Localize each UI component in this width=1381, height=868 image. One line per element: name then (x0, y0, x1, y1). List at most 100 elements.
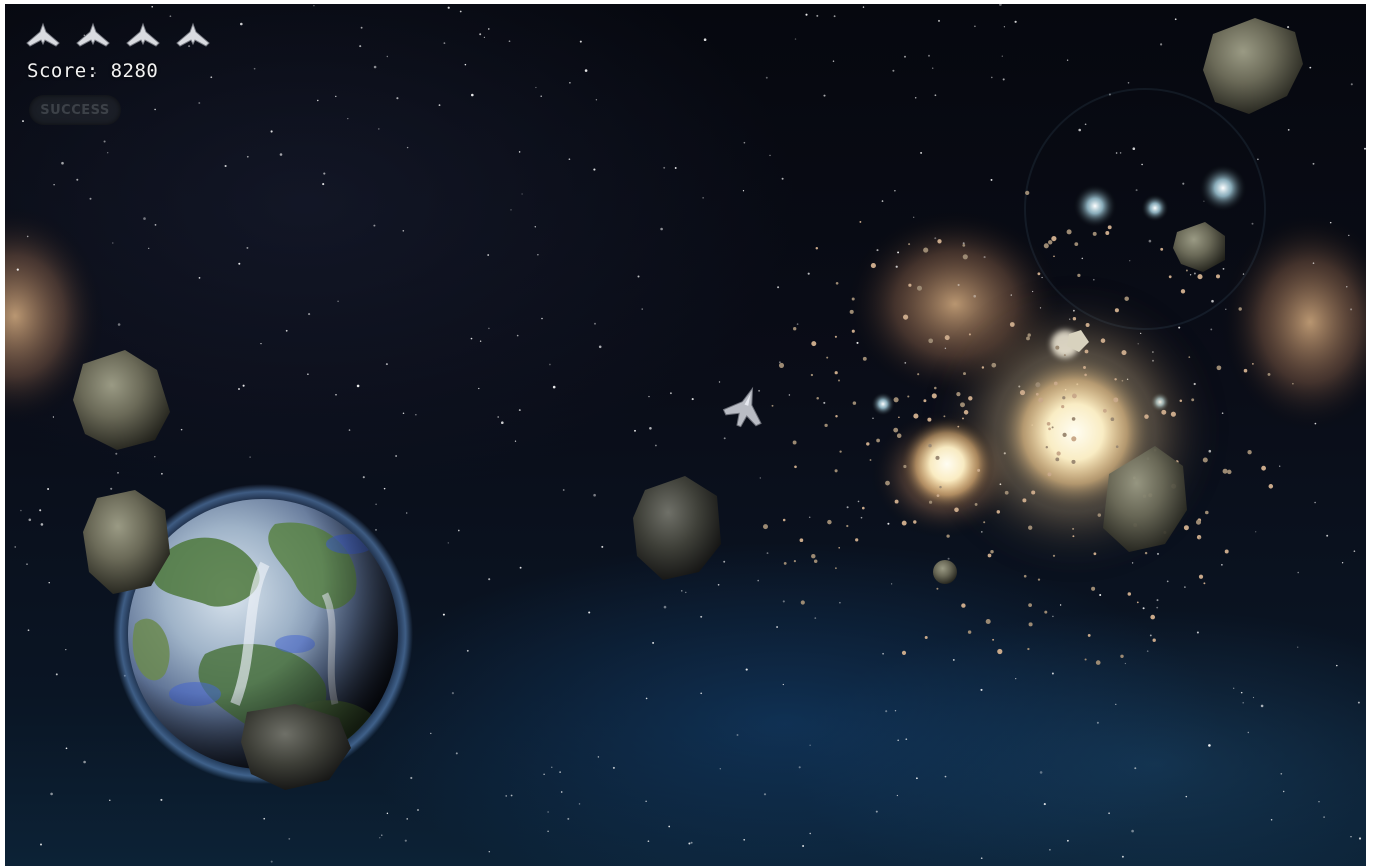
star (703, 38, 707, 41)
debris-particle (1136, 601, 1139, 604)
asteroid (1103, 446, 1187, 552)
star (934, 237, 937, 240)
star (83, 34, 85, 36)
star (39, 509, 42, 512)
star (198, 277, 201, 279)
debris-particle (893, 427, 899, 433)
star (52, 416, 55, 418)
star (876, 249, 879, 252)
star (612, 766, 615, 769)
debris-particle (991, 362, 997, 368)
star (1287, 128, 1290, 131)
debris-particle (763, 524, 768, 530)
star (55, 673, 58, 676)
star (61, 161, 64, 165)
star (160, 798, 163, 801)
debris-particle (1019, 390, 1026, 396)
star (375, 529, 377, 531)
star (816, 14, 819, 17)
star (1309, 66, 1312, 69)
star (516, 334, 519, 337)
star (1002, 78, 1005, 81)
star (999, 4, 1002, 6)
star (547, 811, 549, 813)
debris-particle (1072, 317, 1077, 321)
star (442, 613, 445, 616)
star (1323, 816, 1325, 818)
debris-particle (903, 314, 909, 320)
asteroid (933, 560, 957, 584)
star (814, 617, 817, 619)
debris-particle (939, 485, 942, 489)
star (464, 63, 467, 66)
asteroid (1067, 330, 1089, 352)
debris-particle (927, 417, 932, 422)
star (1350, 836, 1352, 838)
star (459, 10, 462, 13)
debris-particle (997, 648, 1003, 655)
star (648, 395, 650, 398)
debris-particle (1097, 513, 1102, 517)
star (947, 557, 950, 560)
star (249, 456, 251, 458)
star (14, 546, 16, 548)
debris-particle (885, 480, 890, 486)
star (360, 26, 363, 29)
ship-life-icon (26, 22, 60, 47)
star (1247, 731, 1250, 734)
star (488, 850, 491, 853)
debris-particle (869, 459, 872, 461)
asteroid (1173, 222, 1225, 272)
debris-particle (1292, 382, 1294, 385)
debris-particle (1114, 308, 1119, 313)
star (402, 412, 405, 415)
star (1242, 273, 1245, 275)
star (438, 104, 441, 106)
debris-particle (1100, 338, 1106, 343)
star (1312, 262, 1315, 264)
hud: Score: 8280 SUCCESS (5, 4, 1366, 866)
debris-particle (1044, 610, 1048, 614)
star (514, 440, 517, 442)
star (647, 840, 650, 843)
star (1141, 163, 1143, 166)
star (1279, 465, 1281, 467)
star (457, 529, 460, 532)
debris-particle (835, 567, 837, 570)
debris-particle (1062, 432, 1067, 438)
star (1178, 326, 1181, 329)
debris-particle (961, 603, 966, 608)
star (470, 337, 473, 340)
debris-particle (839, 450, 842, 453)
debris-particle (1063, 354, 1066, 357)
star (94, 72, 96, 74)
star (1146, 650, 1149, 652)
star (404, 839, 407, 842)
debris-particle (931, 393, 937, 399)
star (885, 710, 888, 713)
star (1115, 703, 1117, 706)
debris-particle (1023, 574, 1027, 578)
star (798, 766, 801, 769)
star (288, 837, 291, 840)
debris-particle (846, 524, 849, 528)
star (1051, 672, 1054, 675)
debris-particle (1092, 231, 1097, 236)
starfield (14, 4, 1366, 863)
game-viewport[interactable]: Score: 8280 SUCCESS (5, 4, 1366, 866)
star (1185, 795, 1188, 798)
star (151, 5, 153, 8)
star (40, 843, 42, 846)
star (510, 794, 513, 797)
asteroid-field (73, 18, 1303, 790)
star (1127, 82, 1130, 84)
debris-particle (1095, 660, 1101, 665)
star (1052, 615, 1054, 618)
star (1260, 704, 1264, 708)
asteroid-debris (763, 190, 1294, 665)
star (1297, 571, 1299, 574)
star (551, 766, 553, 768)
player-spaceship (722, 386, 762, 428)
star (758, 389, 761, 392)
star (488, 578, 491, 581)
